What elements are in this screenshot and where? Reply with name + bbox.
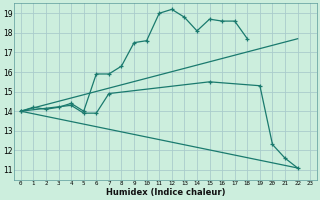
X-axis label: Humidex (Indice chaleur): Humidex (Indice chaleur) <box>106 188 225 197</box>
